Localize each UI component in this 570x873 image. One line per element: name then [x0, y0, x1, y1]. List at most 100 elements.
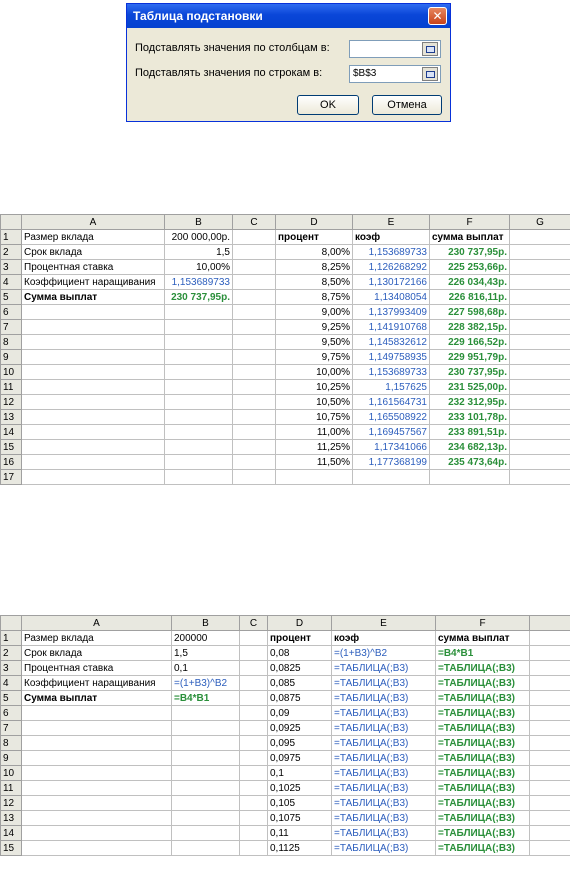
cell[interactable]: 9,00%	[275, 304, 353, 320]
cell[interactable]: 9,25%	[275, 319, 353, 335]
cell[interactable]	[509, 229, 570, 245]
cell[interactable]: =ТАБЛИЦА(;B3)	[435, 735, 530, 751]
cell[interactable]: 1,161564731	[352, 394, 430, 410]
cell[interactable]	[21, 840, 172, 856]
cell[interactable]: =ТАБЛИЦА(;B3)	[435, 720, 530, 736]
cell[interactable]: 233 101,78р.	[429, 409, 510, 425]
cell[interactable]: 0,0975	[267, 750, 332, 766]
cell[interactable]	[509, 364, 570, 380]
cell[interactable]	[21, 720, 172, 736]
cell[interactable]	[164, 304, 233, 320]
cell[interactable]	[509, 319, 570, 335]
cell[interactable]: =B4*B1	[171, 690, 240, 706]
cell[interactable]: =B4*B1	[435, 645, 530, 661]
cell[interactable]	[164, 454, 233, 470]
cell[interactable]	[232, 379, 276, 395]
cell[interactable]: сумма выплат	[429, 229, 510, 245]
cell[interactable]	[21, 319, 165, 335]
cell[interactable]: =ТАБЛИЦА(;B3)	[331, 840, 436, 856]
cell[interactable]	[232, 439, 276, 455]
cell[interactable]	[352, 469, 430, 485]
cell[interactable]: 232 312,95р.	[429, 394, 510, 410]
cell[interactable]	[529, 840, 570, 856]
cell[interactable]	[239, 735, 268, 751]
cell[interactable]: 0,0925	[267, 720, 332, 736]
cell[interactable]: 200000	[171, 630, 240, 646]
cell[interactable]: =ТАБЛИЦА(;B3)	[435, 840, 530, 856]
cell[interactable]: 8,00%	[275, 244, 353, 260]
cell[interactable]	[509, 259, 570, 275]
cell[interactable]	[509, 349, 570, 365]
cell[interactable]: процент	[267, 630, 332, 646]
column-header[interactable]: D	[267, 615, 332, 631]
column-header[interactable]: C	[232, 214, 276, 230]
column-header[interactable]	[0, 615, 22, 631]
cell[interactable]	[509, 424, 570, 440]
cell[interactable]	[21, 364, 165, 380]
row-header[interactable]: 13	[0, 409, 22, 425]
close-icon[interactable]: ✕	[428, 7, 447, 25]
cell[interactable]	[529, 645, 570, 661]
cell[interactable]: 8,25%	[275, 259, 353, 275]
column-header[interactable]: E	[352, 214, 430, 230]
cell[interactable]: Процентная ставка	[21, 259, 165, 275]
cell[interactable]: 10,00%	[275, 364, 353, 380]
range-select-icon[interactable]	[422, 42, 438, 56]
cell[interactable]: 9,50%	[275, 334, 353, 350]
cell[interactable]: =ТАБЛИЦА(;B3)	[435, 675, 530, 691]
cell[interactable]	[429, 469, 510, 485]
cell[interactable]	[529, 675, 570, 691]
row-header[interactable]: 11	[0, 780, 22, 796]
row-header[interactable]: 15	[0, 439, 22, 455]
cell[interactable]	[171, 750, 240, 766]
row-header[interactable]: 5	[0, 289, 22, 305]
cell[interactable]: =ТАБЛИЦА(;B3)	[331, 735, 436, 751]
cell[interactable]	[21, 705, 172, 721]
cell[interactable]	[171, 735, 240, 751]
cell[interactable]: 1,153689733	[352, 244, 430, 260]
row-header[interactable]: 1	[0, 630, 22, 646]
cell[interactable]	[232, 364, 276, 380]
cell[interactable]: 1,169457567	[352, 424, 430, 440]
column-header[interactable]: B	[171, 615, 240, 631]
cell[interactable]: 229 951,79р.	[429, 349, 510, 365]
cell[interactable]	[239, 825, 268, 841]
cell[interactable]	[232, 244, 276, 260]
cell[interactable]	[232, 334, 276, 350]
cell[interactable]: 228 382,15р.	[429, 319, 510, 335]
cell[interactable]: 1,141910768	[352, 319, 430, 335]
cell[interactable]	[232, 289, 276, 305]
column-header[interactable]: F	[429, 214, 510, 230]
cell[interactable]: =ТАБЛИЦА(;B3)	[331, 690, 436, 706]
row-header[interactable]: 5	[0, 690, 22, 706]
cell[interactable]	[21, 409, 165, 425]
cell[interactable]: =ТАБЛИЦА(;B3)	[331, 720, 436, 736]
cell[interactable]	[164, 424, 233, 440]
cell[interactable]: =ТАБЛИЦА(;B3)	[331, 810, 436, 826]
cell[interactable]	[164, 349, 233, 365]
cell[interactable]	[529, 660, 570, 676]
cell[interactable]	[239, 780, 268, 796]
cell[interactable]	[509, 274, 570, 290]
cell[interactable]: 200 000,00р.	[164, 229, 233, 245]
cell[interactable]: 233 891,51р.	[429, 424, 510, 440]
cell[interactable]	[164, 409, 233, 425]
cell[interactable]: 0,11	[267, 825, 332, 841]
cell[interactable]: =ТАБЛИЦА(;B3)	[331, 705, 436, 721]
row-header[interactable]: 7	[0, 319, 22, 335]
column-header[interactable]: F	[435, 615, 530, 631]
cell[interactable]	[529, 780, 570, 796]
cell[interactable]: 1,177368199	[352, 454, 430, 470]
cell[interactable]: 1,126268292	[352, 259, 430, 275]
cell[interactable]	[171, 810, 240, 826]
column-header[interactable]: A	[21, 615, 172, 631]
cell[interactable]	[239, 765, 268, 781]
row-header[interactable]: 12	[0, 394, 22, 410]
cell[interactable]	[171, 765, 240, 781]
cell[interactable]	[21, 825, 172, 841]
cell[interactable]: Коэффициент наращивания	[21, 274, 165, 290]
cell[interactable]: 230 737,95р.	[429, 244, 510, 260]
row-header[interactable]: 2	[0, 244, 22, 260]
row-header[interactable]: 12	[0, 795, 22, 811]
cell[interactable]	[21, 394, 165, 410]
